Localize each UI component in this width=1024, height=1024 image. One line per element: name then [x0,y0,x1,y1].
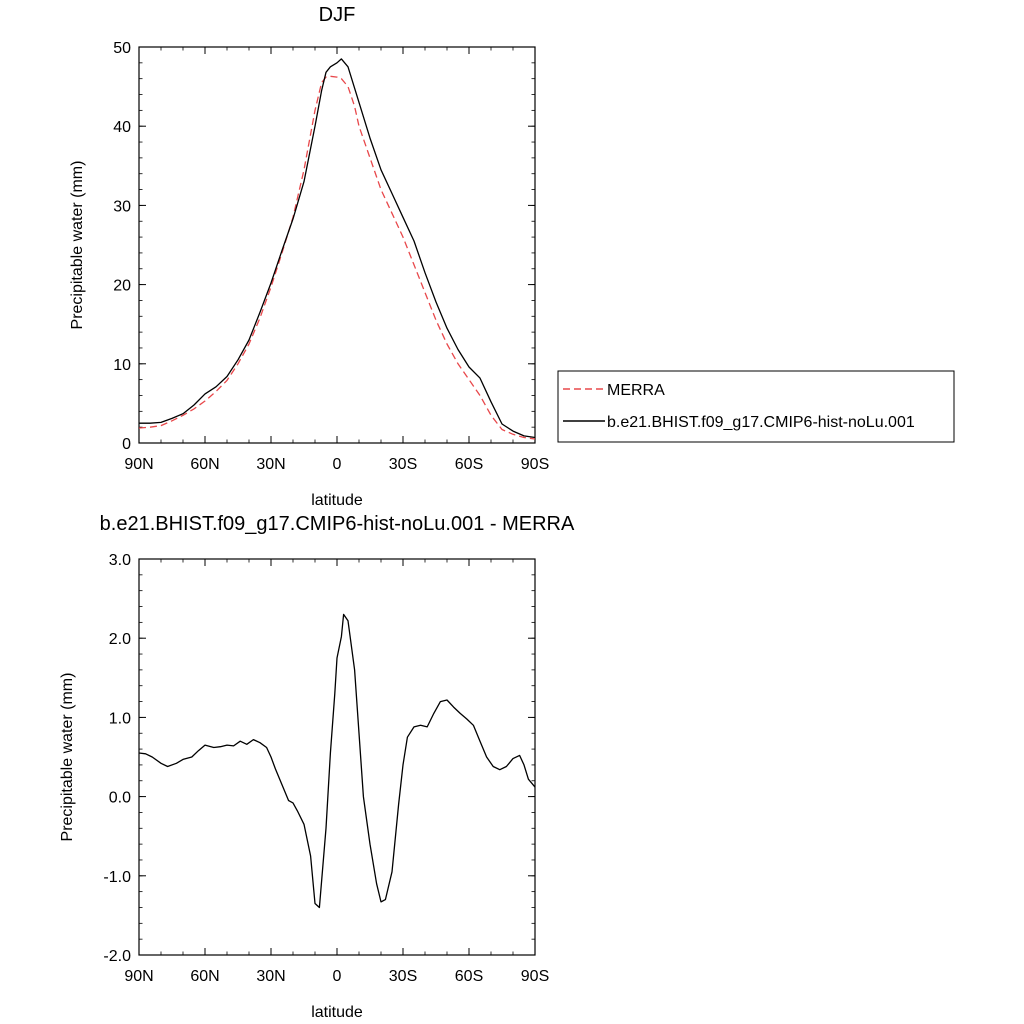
bottom-x-tick-label: 60N [190,968,219,985]
top-y-tick-label: 0 [122,436,131,453]
top-panel: DJF 0 10 20 30 40 50 90N 60N 30N 0 30S 60S 90S lati… [69,4,549,509]
top-y-tick-label: 50 [113,40,131,57]
top-y-tick-labels: 0 10 20 30 40 50 [113,40,131,453]
top-plot-frame [138,46,536,444]
bottom-y-tick-label: -1.0 [103,869,131,886]
top-x-tick-label: 30N [256,456,285,473]
bottom-ticks [138,558,536,956]
bottom-y-tick-labels: -2.0 -1.0 0.0 1.0 2.0 3.0 [103,552,131,965]
bottom-x-tick-labels: 90N 60N 30N 0 30S 60S 90S [124,968,549,985]
bottom-panel: b.e21.BHIST.f09_g17.CMIP6-hist-noLu.001 … [59,513,575,1021]
bottom-chart-title: b.e21.BHIST.f09_g17.CMIP6-hist-noLu.001 … [100,513,575,535]
top-x-tick-label: 0 [333,456,342,473]
bottom-y-tick-label: 3.0 [109,552,131,569]
bottom-x-axis-label: latitude [311,1004,363,1021]
bottom-y-tick-label: 0.0 [109,790,131,807]
bottom-y-tick-label: 2.0 [109,631,131,648]
bottom-y-tick-label: 1.0 [109,710,131,727]
top-y-tick-label: 40 [113,119,131,136]
bottom-x-tick-label: 60S [455,968,483,985]
top-x-tick-label: 60N [190,456,219,473]
top-x-axis-label: latitude [311,492,363,509]
bottom-x-tick-label: 90S [521,968,549,985]
top-x-tick-label: 90S [521,456,549,473]
legend-box [557,370,955,443]
legend-label-model: b.e21.BHIST.f09_g17.CMIP6-hist-noLu.001 [607,414,915,431]
top-series-line-0 [138,75,536,440]
bottom-x-tick-label: 30S [389,968,417,985]
top-y-tick-label: 20 [113,278,131,295]
bottom-x-tick-label: 30N [256,968,285,985]
bottom-y-axis-label: Precipitable water (mm) [59,673,76,842]
top-y-tick-label: 10 [113,357,131,374]
legend-label-merra: MERRA [607,382,665,399]
bottom-x-tick-label: 0 [333,968,342,985]
bottom-y-tick-label: -2.0 [103,948,131,965]
top-y-axis-label: Precipitable water (mm) [69,161,86,330]
top-ticks [138,46,536,444]
top-series-line-1 [139,58,536,439]
top-y-tick-label: 30 [113,198,131,215]
top-x-tick-label: 60S [455,456,483,473]
top-series-group [138,58,536,440]
top-x-tick-label: 30S [389,456,417,473]
top-x-tick-label: 90N [124,456,153,473]
bottom-series-group [138,613,536,909]
bottom-series-line-0 [138,613,536,909]
top-x-tick-labels: 90N 60N 30N 0 30S 60S 90S [124,456,549,473]
top-chart-title: DJF [319,4,356,26]
bottom-x-tick-label: 90N [124,968,153,985]
legend: MERRA b.e21.BHIST.f09_g17.CMIP6-hist-noL… [557,370,955,443]
bottom-plot-frame [138,558,536,956]
